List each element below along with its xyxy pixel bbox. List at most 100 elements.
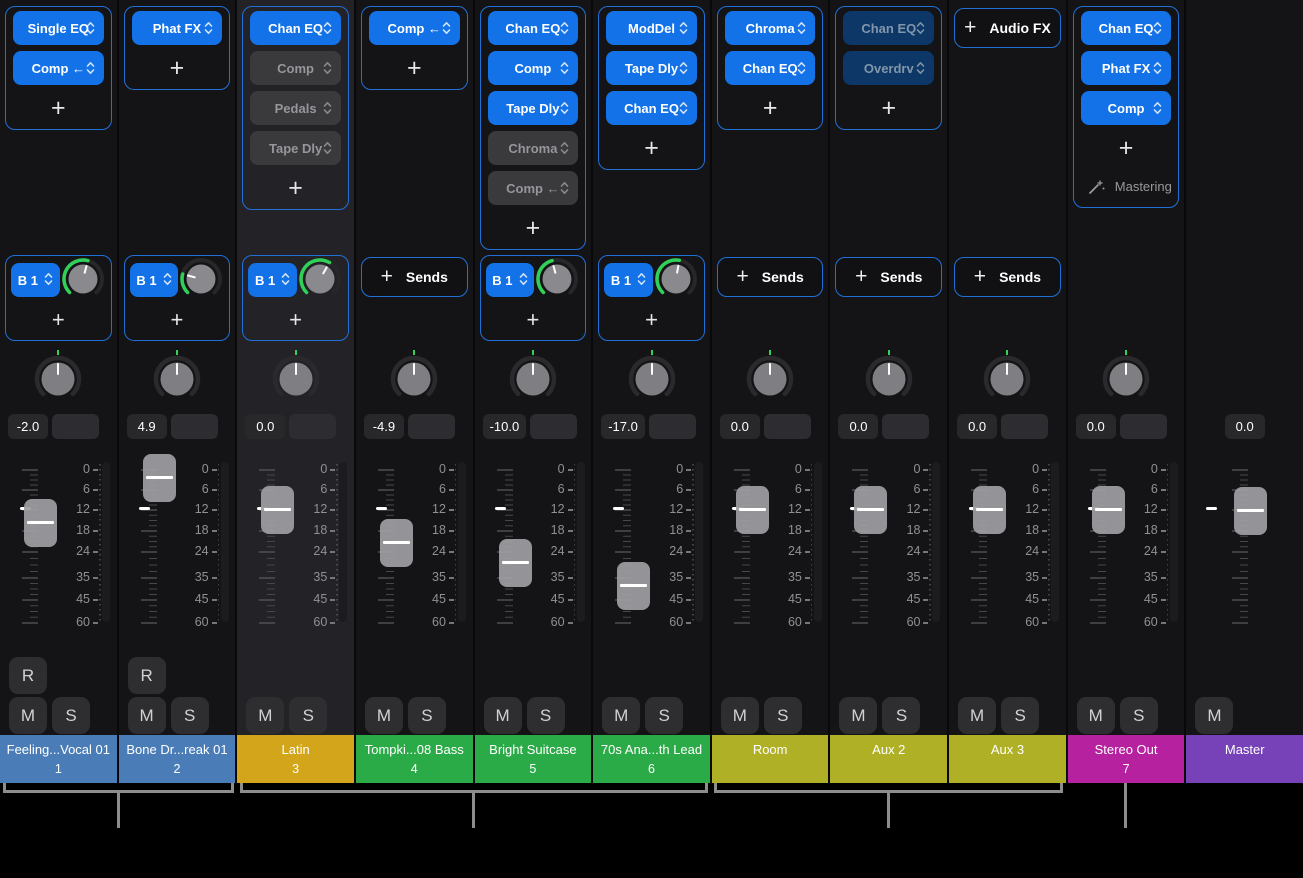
add-plugin-button[interactable]: + <box>51 93 66 122</box>
channel-name-label[interactable]: Latin 3 <box>237 735 354 783</box>
add-plugin-button[interactable]: + <box>762 93 778 122</box>
pan-knob[interactable] <box>863 347 915 410</box>
send-bus-button[interactable]: B 1 <box>485 263 535 297</box>
solo-button[interactable]: S <box>52 697 90 734</box>
add-send-button[interactable]: + <box>170 307 184 332</box>
volume-value[interactable]: -4.9 <box>363 414 404 439</box>
pan-knob[interactable] <box>626 347 678 410</box>
send-level-knob[interactable] <box>297 254 343 300</box>
mute-button[interactable]: M <box>127 697 166 734</box>
volume-value[interactable]: -2.0 <box>8 414 48 439</box>
mute-button[interactable]: M <box>364 697 403 734</box>
channel-name-label[interactable]: Tompki...08 Bass 4 <box>355 735 473 783</box>
solo-button[interactable]: S <box>170 697 209 734</box>
mute-button[interactable]: M <box>1195 697 1234 734</box>
record-enable-button[interactable]: R <box>9 657 47 694</box>
fader-handle[interactable] <box>498 539 532 587</box>
volume-value[interactable]: 0.0 <box>245 414 286 439</box>
send-level-knob[interactable] <box>534 254 580 300</box>
pan-knob[interactable] <box>507 347 559 410</box>
add-sends-button[interactable]: + Sends <box>360 257 468 297</box>
volume-value[interactable]: 0.0 <box>957 414 998 439</box>
solo-button[interactable]: S <box>1119 697 1158 734</box>
volume-value[interactable]: 0.0 <box>1224 414 1265 439</box>
fx-slot-button[interactable]: Tape Dly <box>606 51 697 85</box>
fx-slot-button[interactable]: Chan EQ <box>487 11 579 45</box>
solo-button[interactable]: S <box>1001 697 1040 734</box>
pan-knob[interactable] <box>32 347 84 410</box>
add-sends-button[interactable]: + Sends <box>716 257 824 297</box>
channel-name-label[interactable]: Room <box>711 735 829 783</box>
fx-slot-button[interactable]: ModDel <box>606 11 697 45</box>
channel-name-label[interactable]: Stereo Out 7 <box>1067 735 1185 783</box>
pan-knob[interactable] <box>270 347 322 410</box>
solo-button[interactable]: S <box>763 697 802 734</box>
fader-handle[interactable] <box>261 486 295 534</box>
fader-handle[interactable] <box>142 454 176 502</box>
fx-slot-button[interactable]: Comp ← <box>487 171 579 205</box>
fx-slot-button[interactable]: Chan EQ <box>1080 11 1172 45</box>
channel-name-label[interactable]: Feeling...Vocal 01 1 <box>0 735 117 783</box>
mute-button[interactable]: M <box>483 697 522 734</box>
mute-button[interactable]: M <box>602 697 641 734</box>
fx-slot-button[interactable]: Comp <box>250 51 341 85</box>
volume-value[interactable]: -10.0 <box>482 414 527 439</box>
fx-slot-button[interactable]: Tape Dly <box>487 91 579 125</box>
fx-slot-button[interactable]: Comp ← <box>13 51 104 85</box>
fx-slot-button[interactable]: Overdrv <box>843 51 935 85</box>
pan-knob[interactable] <box>151 347 203 410</box>
send-bus-button[interactable]: B 1 <box>248 263 297 297</box>
channel-name-label[interactable]: Aux 3 <box>949 735 1066 783</box>
add-sends-button[interactable]: + Sends <box>954 257 1061 297</box>
add-send-button[interactable]: + <box>645 307 658 332</box>
mute-button[interactable]: M <box>1076 697 1115 734</box>
add-plugin-button[interactable]: + <box>525 213 541 242</box>
fader-handle[interactable] <box>379 519 413 567</box>
add-send-button[interactable]: + <box>526 307 540 332</box>
fx-slot-button[interactable]: Phat FX <box>1080 51 1172 85</box>
fader-handle[interactable] <box>24 499 57 547</box>
fx-slot-button[interactable]: Comp <box>487 51 579 85</box>
add-plugin-button[interactable]: + <box>644 133 659 162</box>
add-plugin-button[interactable]: + <box>406 53 422 82</box>
channel-name-label[interactable]: Aux 2 <box>830 735 948 783</box>
volume-value[interactable]: 4.9 <box>126 414 167 439</box>
send-bus-button[interactable]: B 1 <box>129 263 179 297</box>
fx-slot-button[interactable]: Chroma <box>724 11 816 45</box>
send-level-knob[interactable] <box>653 254 699 300</box>
fx-slot-button[interactable]: Phat FX <box>131 11 223 45</box>
channel-name-label[interactable]: 70s Ana...th Lead 6 <box>593 735 710 783</box>
solo-button[interactable]: S <box>289 697 328 734</box>
send-bus-button[interactable]: B 1 <box>604 263 653 297</box>
mute-button[interactable]: M <box>9 697 47 734</box>
fx-slot-button[interactable]: Pedals <box>250 91 341 125</box>
fader-handle[interactable] <box>973 486 1007 534</box>
solo-button[interactable]: S <box>645 697 684 734</box>
channel-name-label[interactable]: Bright Suitcase 5 <box>474 735 592 783</box>
fx-slot-button[interactable]: Comp <box>1080 91 1172 125</box>
add-plugin-button[interactable]: + <box>881 93 897 122</box>
fader-handle[interactable] <box>854 486 888 534</box>
add-sends-button[interactable]: + Sends <box>835 257 943 297</box>
pan-knob[interactable] <box>1100 347 1152 410</box>
solo-button[interactable]: S <box>526 697 565 734</box>
add-plugin-button[interactable]: + <box>1118 133 1134 162</box>
mute-button[interactable]: M <box>958 697 997 734</box>
add-audio-fx-button[interactable]: + Audio FX <box>954 8 1061 48</box>
volume-value[interactable]: 0.0 <box>1075 414 1116 439</box>
volume-value[interactable]: 0.0 <box>719 414 760 439</box>
mute-button[interactable]: M <box>839 697 878 734</box>
fx-slot-button[interactable]: Single EQ <box>13 11 104 45</box>
pan-knob[interactable] <box>388 347 440 410</box>
fx-slot-button[interactable]: Chroma <box>487 131 579 165</box>
fx-slot-button[interactable]: Chan EQ <box>724 51 816 85</box>
add-send-button[interactable]: + <box>51 307 65 332</box>
fader-handle[interactable] <box>617 562 651 610</box>
mute-button[interactable]: M <box>246 697 285 734</box>
fx-slot-button[interactable]: Chan EQ <box>606 91 697 125</box>
fx-slot-button[interactable]: Tape Dly <box>250 131 341 165</box>
volume-value[interactable]: 0.0 <box>838 414 879 439</box>
fx-slot-button[interactable]: Chan EQ <box>843 11 935 45</box>
volume-value[interactable]: -17.0 <box>601 414 645 439</box>
mastering-button[interactable]: Mastering <box>1074 169 1179 203</box>
